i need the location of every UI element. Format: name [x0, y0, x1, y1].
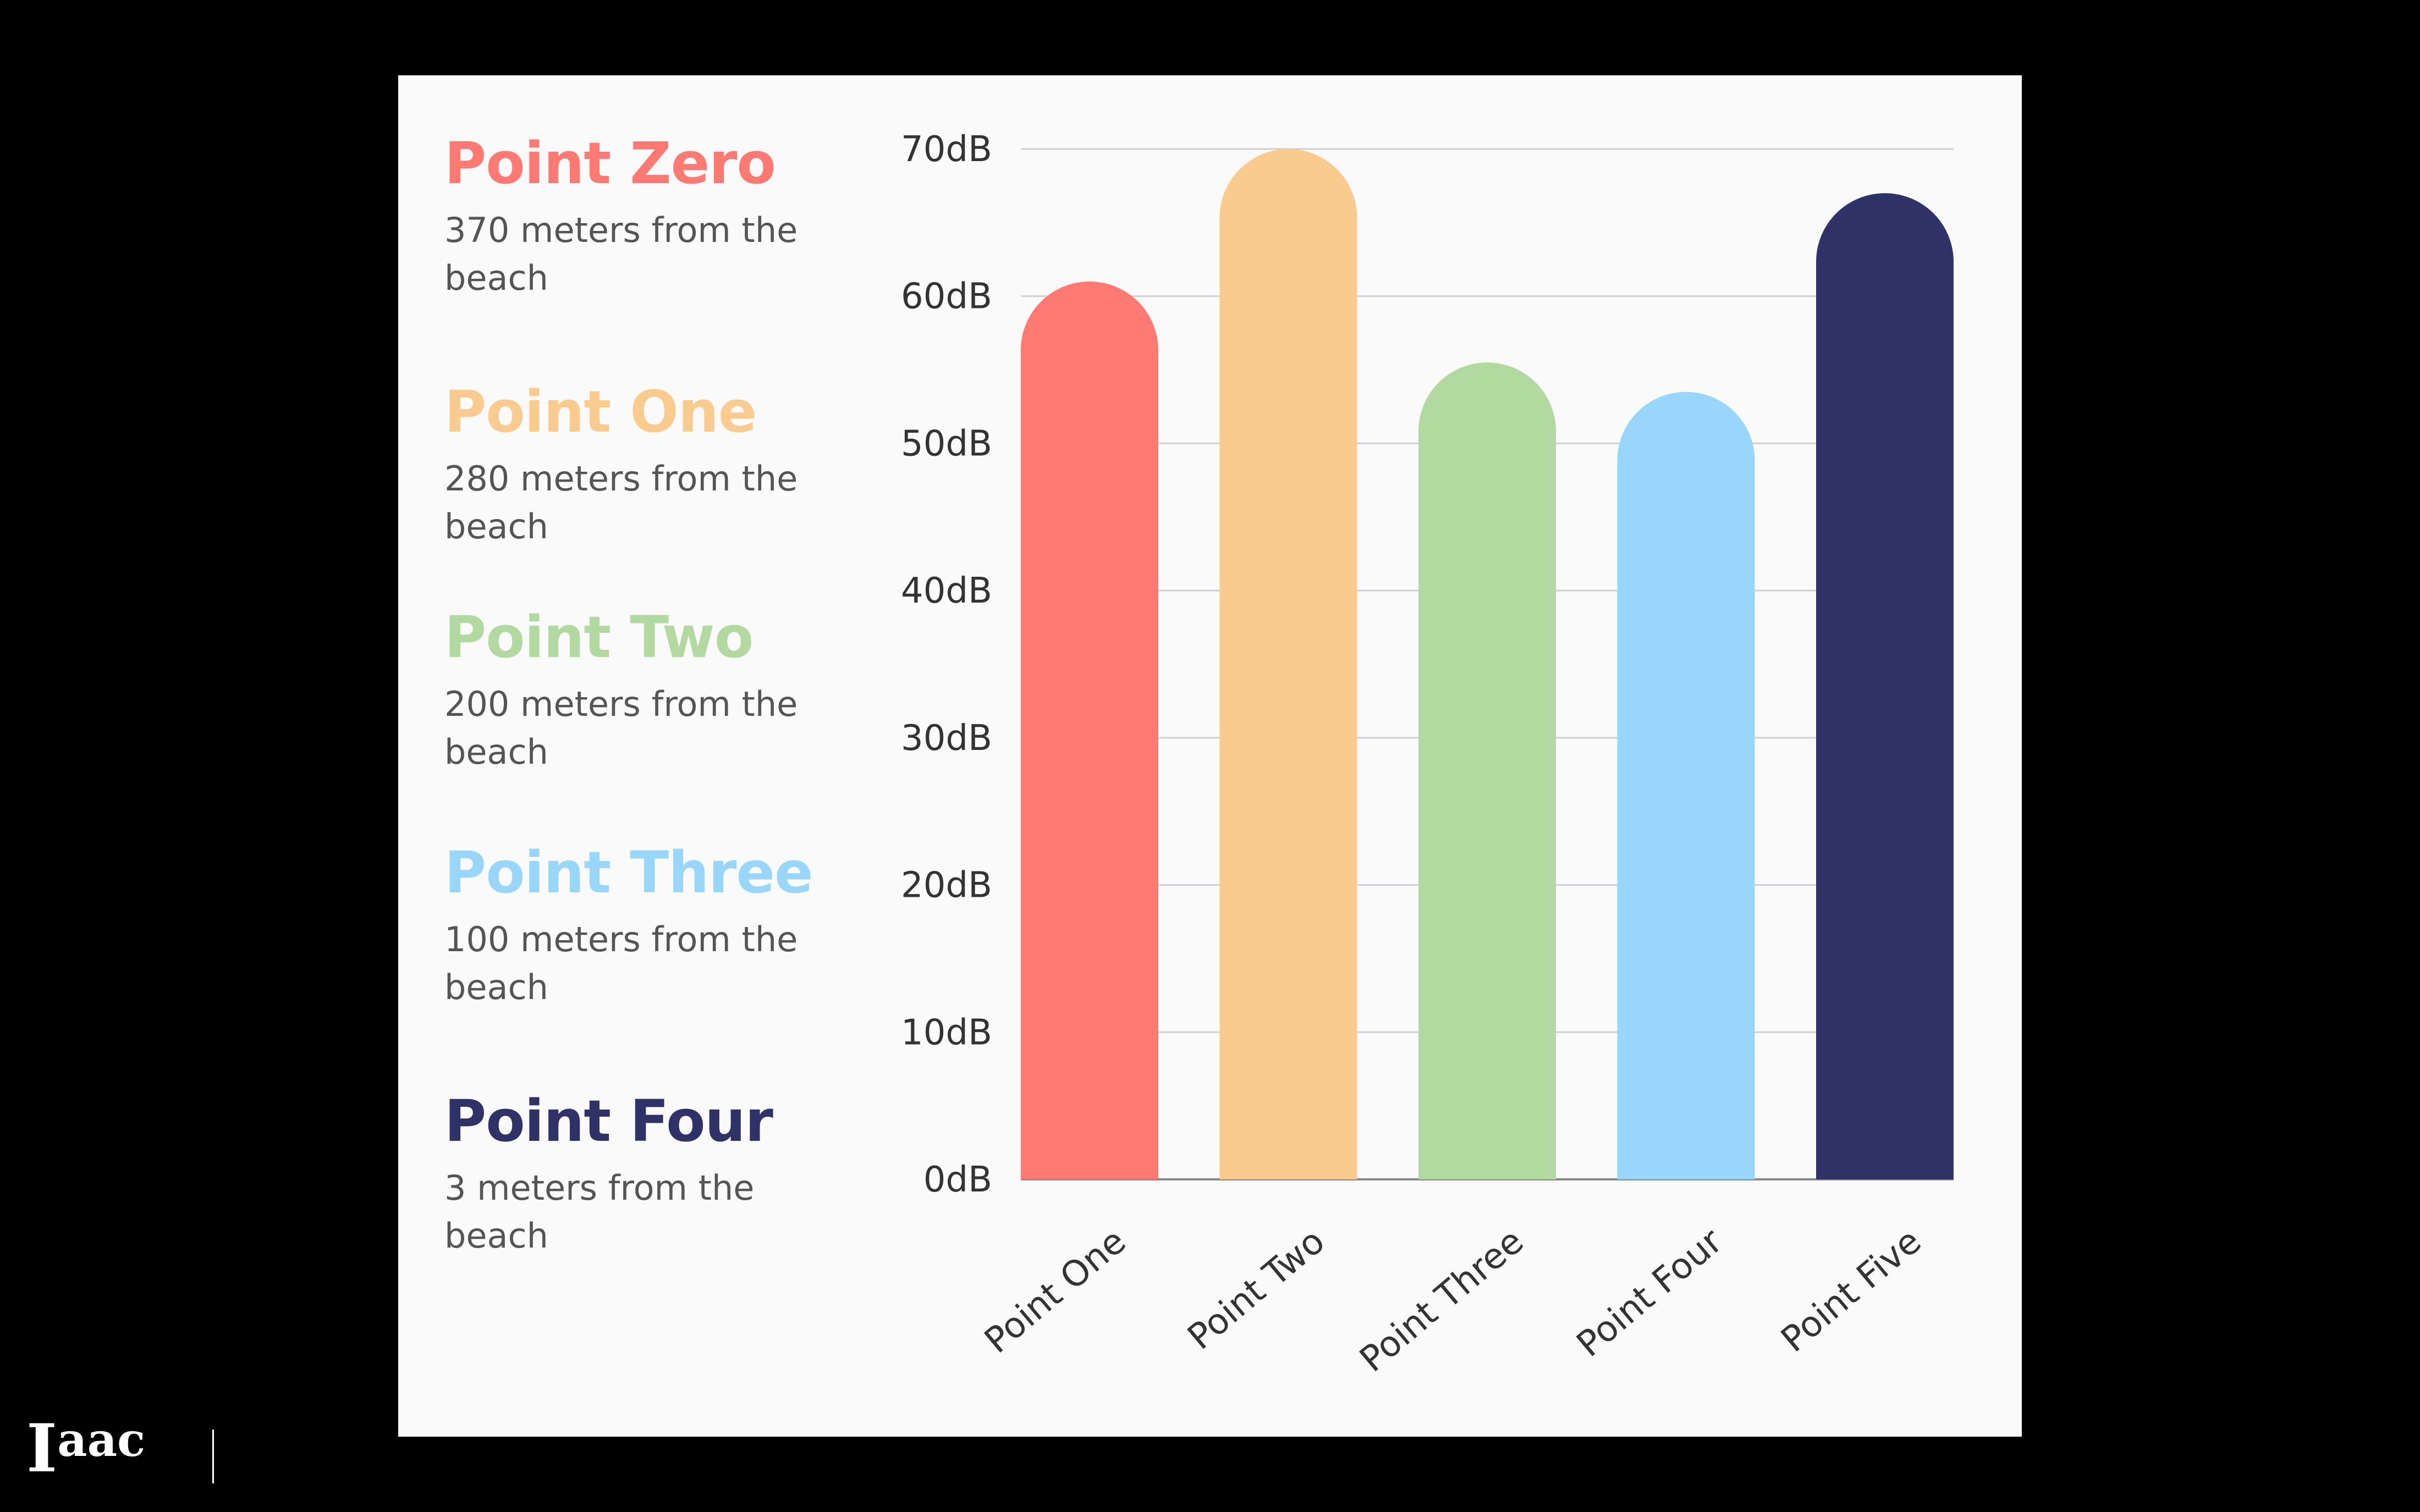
legend-item-point-zero: Point Zero 370 meters from the beach: [444, 135, 862, 302]
y-tick-label: 70dB: [901, 129, 992, 170]
x-category-label: Point One: [977, 1221, 1134, 1362]
y-tick-label: 50dB: [901, 423, 992, 464]
bar-point-three: [1418, 362, 1556, 1179]
x-category-label: Point Two: [1180, 1221, 1333, 1358]
legend-item-point-three: Point Three 100 meters from the beach: [444, 844, 862, 1011]
y-tick-label: 0dB: [923, 1160, 992, 1200]
legend-item-point-four: Point Four 3 meters from the beach: [444, 1092, 862, 1260]
legend-description: 200 meters from the beach: [444, 684, 798, 772]
legend-title: Point Two: [444, 604, 754, 671]
y-tick-label: 40dB: [901, 571, 992, 611]
legend-description: 3 meters from the beach: [444, 1168, 755, 1256]
y-tick-label: 10dB: [901, 1012, 992, 1053]
bar-chart: 0dB 10dB 20dB 30dB 40dB 50dB 60dB 70dB Point One…: [901, 129, 1954, 1381]
legend-description: 370 meters from the beach: [444, 210, 798, 298]
iaac-logo: Iaac: [26, 1416, 145, 1482]
x-category-label: Point Four: [1569, 1221, 1730, 1365]
y-tick-label: 60dB: [901, 277, 992, 317]
bar-point-two: [1219, 149, 1357, 1179]
legend-title: Point Three: [444, 839, 813, 906]
x-category-label: Point Three: [1352, 1221, 1531, 1381]
legend-title: Point Zero: [444, 130, 776, 197]
legend-title: Point One: [444, 378, 757, 445]
legend-item-point-one: Point One 280 meters from the beach: [444, 383, 862, 550]
chart-card: Point Zero 370 meters from the beach Poi…: [398, 75, 2022, 1437]
logo-main: I: [26, 1410, 58, 1487]
legend-description: 280 meters from the beach: [444, 459, 798, 547]
legend-title: Point Four: [444, 1088, 773, 1155]
legend-item-point-two: Point Two 200 meters from the beach: [444, 609, 862, 776]
bar-point-five: [1816, 193, 1954, 1179]
y-tick-label: 20dB: [901, 865, 992, 906]
legend-description: 100 meters from the beach: [444, 919, 798, 1007]
y-tick-label: 30dB: [901, 718, 992, 759]
logo-superscript: aac: [57, 1412, 146, 1467]
bar-point-one: [1021, 281, 1158, 1180]
x-category-label: Point Five: [1774, 1221, 1929, 1361]
bar-point-four: [1617, 391, 1755, 1180]
logo-divider: [212, 1430, 214, 1483]
